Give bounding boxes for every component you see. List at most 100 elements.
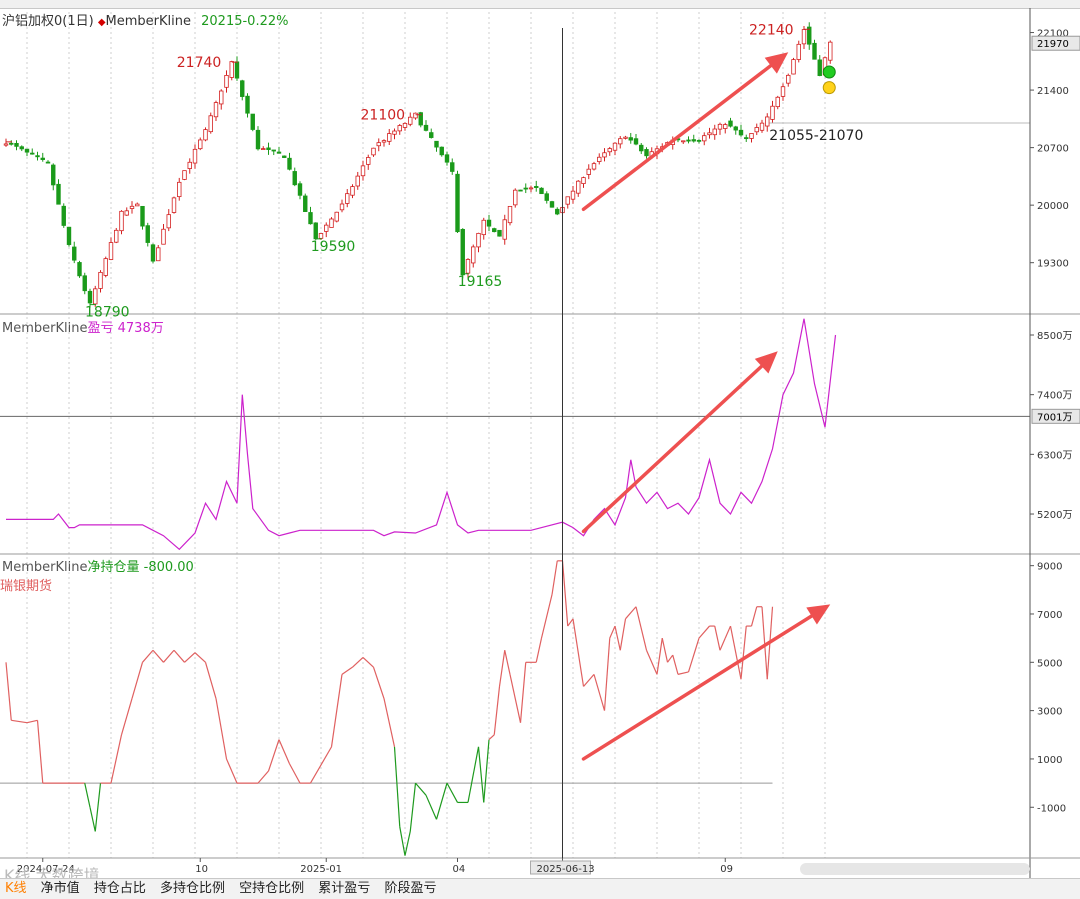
candle <box>177 177 182 201</box>
candle-body <box>19 146 24 150</box>
candle <box>45 160 51 164</box>
tab-short-ratio[interactable]: 空持仓比例 <box>239 881 305 896</box>
candle-body <box>492 228 497 233</box>
net-position-segment <box>661 638 669 663</box>
panel3-label: 净持仓量 <box>87 560 140 575</box>
candle-body <box>381 140 387 143</box>
price-tick-label: 21400 <box>1037 86 1069 97</box>
candle-body <box>166 214 171 229</box>
candle-body <box>612 142 618 151</box>
candle <box>329 217 334 228</box>
candle <box>528 185 534 193</box>
tab-stage-pnl[interactable]: 阶段盈亏 <box>384 881 437 896</box>
net-position-segment <box>409 783 417 832</box>
candle-body <box>292 171 297 186</box>
candle-body <box>198 139 203 150</box>
candle <box>450 158 455 175</box>
panel1-header: 沪铝加权0(1日) ◆MemberKline 20215-0.22% <box>2 10 288 29</box>
candle <box>313 222 318 241</box>
candle-body <box>444 154 450 163</box>
candle <box>203 127 208 142</box>
net-position-segment <box>498 650 506 687</box>
candle-body <box>450 162 455 172</box>
candle <box>140 205 145 230</box>
candle-body <box>528 187 534 190</box>
arrow-head <box>764 52 789 74</box>
candle-body <box>376 142 381 147</box>
tab-long-ratio[interactable]: 多持仓比例 <box>159 881 225 896</box>
candle <box>612 142 618 156</box>
candle <box>255 126 261 151</box>
candle-body <box>418 112 423 126</box>
candle-body <box>597 156 602 162</box>
net-position-segment <box>393 746 401 827</box>
candle <box>371 147 376 157</box>
candle-body <box>271 149 276 152</box>
candle <box>728 117 733 128</box>
candle <box>219 89 224 110</box>
net-position-segment <box>614 625 621 651</box>
candle <box>350 184 355 199</box>
candle-body <box>717 123 723 130</box>
candle-body <box>203 129 208 141</box>
candle <box>744 134 749 142</box>
candle-body <box>339 203 345 211</box>
candle-body <box>780 86 786 97</box>
candle <box>476 232 481 253</box>
candle-body <box>712 128 717 136</box>
candle <box>35 151 40 161</box>
net-position-segment <box>120 698 133 735</box>
candle-body <box>3 143 9 146</box>
crosshair-date-box <box>530 860 591 875</box>
net-position-segment <box>399 826 406 856</box>
candle <box>644 147 649 159</box>
horizontal-scrollbar[interactable] <box>800 863 1030 875</box>
candle <box>103 256 108 278</box>
pnl-tick-label: 5200万 <box>1037 510 1072 521</box>
candle-body <box>744 137 749 140</box>
net-position-segment <box>656 638 663 675</box>
candle-body <box>534 186 539 189</box>
tab-kline[interactable]: K线 <box>5 881 27 896</box>
candle-body <box>261 148 266 151</box>
candle <box>570 185 576 204</box>
net-position-segment <box>267 739 280 772</box>
candle-body <box>796 43 801 60</box>
candle <box>381 139 387 147</box>
net-position-segment <box>163 649 175 663</box>
net-position-segment <box>257 770 269 784</box>
candle-body <box>549 201 555 208</box>
candle-body <box>114 229 119 243</box>
candle-body <box>696 139 702 142</box>
candle-body <box>177 181 182 198</box>
candle <box>171 196 177 214</box>
net-position-segment <box>724 625 732 639</box>
candle-body <box>108 242 114 260</box>
arrow-shaft <box>581 364 764 534</box>
candle <box>308 206 313 225</box>
candle-body <box>245 95 250 114</box>
tab-net-market-value[interactable]: 净市值 <box>40 881 80 896</box>
candle <box>775 95 780 110</box>
candle-body <box>481 219 486 236</box>
candle-body <box>728 120 733 127</box>
candle-body <box>345 193 350 204</box>
candle <box>423 120 429 132</box>
trend-arrow-icon <box>581 604 831 761</box>
tab-cumulative-pnl[interactable]: 累计盈亏 <box>318 881 371 896</box>
candle-body <box>681 140 686 143</box>
candle-body <box>423 124 429 131</box>
candle <box>486 214 492 232</box>
tab-position-share[interactable]: 持仓占比 <box>93 881 146 896</box>
net-position-segment <box>415 782 427 796</box>
candle <box>691 134 696 143</box>
candle <box>586 164 591 180</box>
futures-chart[interactable]: 22100 21400 20700 20000 19300 21970 8500万 7400万… <box>0 0 1080 878</box>
current-price-label: 21970 <box>1037 39 1069 50</box>
net-position-segment <box>567 618 574 627</box>
candle-body <box>318 233 324 239</box>
candle-body <box>66 226 72 245</box>
net-position-segment <box>194 652 206 663</box>
candle <box>717 122 723 135</box>
candle-body <box>628 137 633 141</box>
